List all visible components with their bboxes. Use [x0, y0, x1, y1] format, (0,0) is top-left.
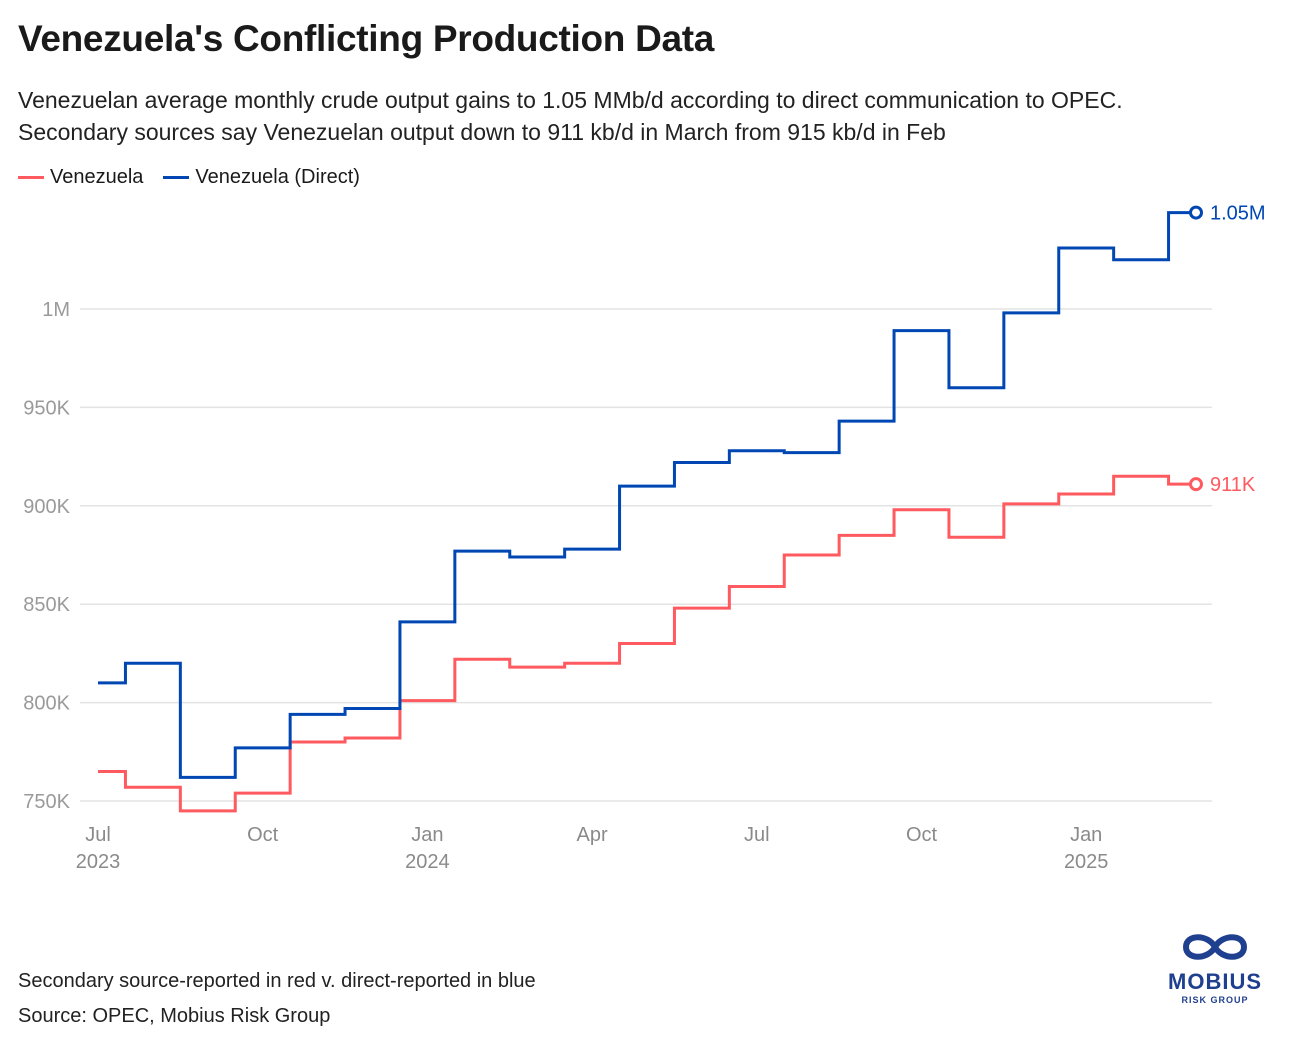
end-point-marker [1189, 477, 1203, 492]
legend-swatch [18, 176, 44, 180]
x-tick-label: Oct [906, 824, 938, 846]
x-tick-year: 2023 [76, 851, 121, 873]
y-tick-label: 750K [23, 791, 70, 813]
x-tick-label: Apr [577, 824, 608, 846]
end-value-label: 911K [1210, 474, 1256, 496]
y-tick-label: 1M [42, 299, 70, 321]
x-tick-label: Oct [247, 824, 279, 846]
logo-tagline: RISK GROUP [1181, 995, 1249, 1005]
y-tick-label: 800K [23, 693, 70, 715]
legend-swatch [163, 176, 190, 180]
x-tick-label: Jan [1070, 824, 1102, 846]
legend: Venezuela Venezuela (Direct) [18, 166, 360, 189]
subtitle-line-1: Venezuelan average monthly crude output … [18, 87, 1123, 113]
series-line-venezuela-direct [98, 211, 1196, 779]
legend-item-venezuela: Venezuela [18, 166, 143, 189]
x-tick-label: Jan [411, 824, 443, 846]
x-tick-year: 2025 [1064, 851, 1109, 873]
footer-source: Source: OPEC, Mobius Risk Group [18, 1005, 331, 1027]
x-tick-label: Jul [85, 824, 111, 846]
x-tick-year: 2024 [405, 851, 450, 873]
chart-subtitle: Venezuelan average monthly crude output … [18, 84, 1123, 148]
x-tick-label: Jul [744, 824, 770, 846]
subtitle-line-2: Secondary sources say Venezuelan output … [18, 119, 946, 145]
y-tick-label: 900K [23, 496, 70, 518]
end-point-marker [1189, 205, 1203, 220]
series-line-venezuela [98, 474, 1196, 813]
mobius-infinity-icon [1182, 934, 1248, 960]
y-tick-label: 950K [23, 397, 70, 419]
legend-item-venezuela-direct: Venezuela (Direct) [163, 166, 360, 189]
y-tick-label: 850K [23, 594, 70, 616]
logo-name: MOBIUS [1168, 969, 1262, 994]
mobius-logo: MOBIUS RISK GROUP [1150, 930, 1280, 1005]
end-value-label: 1.05M [1210, 203, 1266, 225]
chart-title: Venezuela's Conflicting Production Data [18, 18, 715, 59]
footer-note: Secondary source-reported in red v. dire… [18, 970, 536, 992]
